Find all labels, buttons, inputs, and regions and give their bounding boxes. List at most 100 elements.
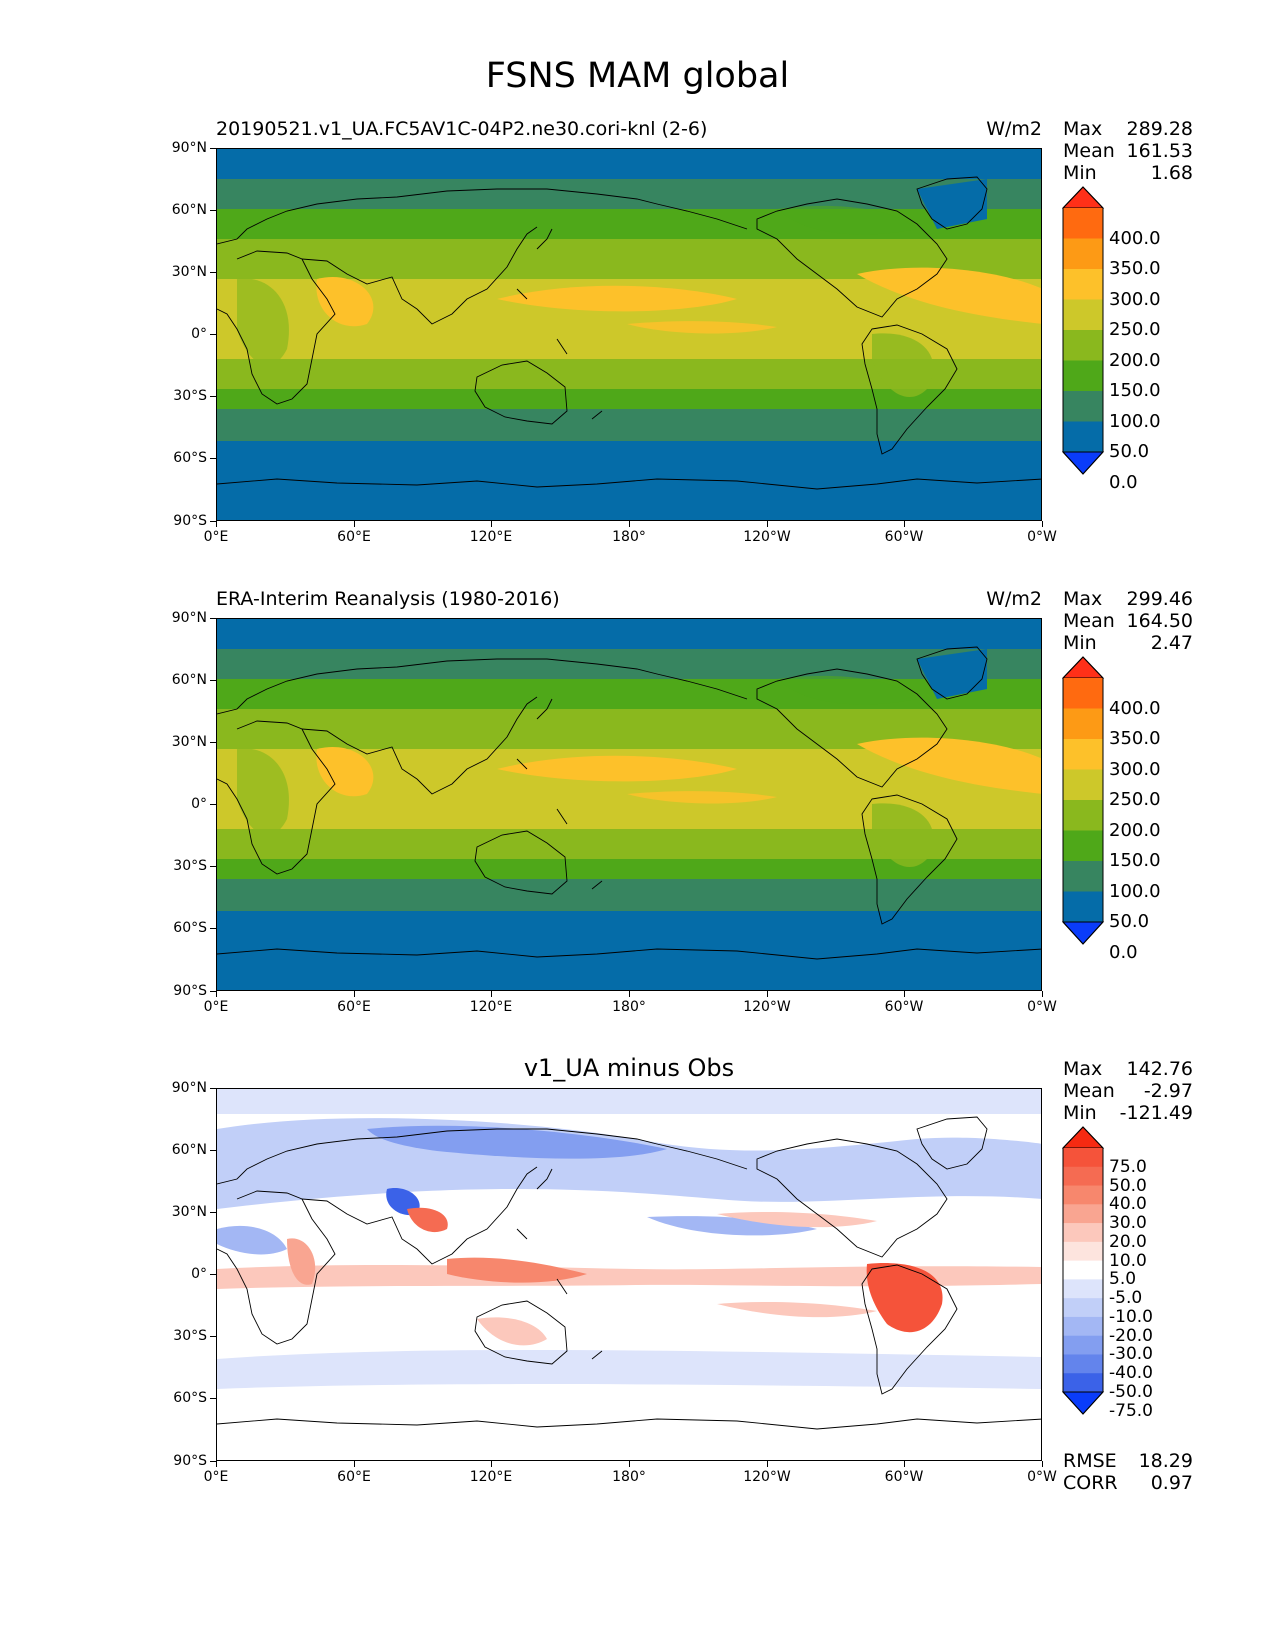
- lat-tick: [210, 1088, 216, 1090]
- lat-tick-label: 60°S: [173, 920, 207, 936]
- map-field: [217, 149, 1041, 520]
- lon-tick-label: 120°E: [469, 999, 513, 1015]
- colorbar-tick-label: 100.0: [1109, 880, 1161, 902]
- coastline: [861, 324, 958, 455]
- stats-box: Max 142.76 Mean -2.97 Min -121.49: [1063, 1058, 1193, 1124]
- colorbar-tick-label: 200.0: [1109, 819, 1161, 841]
- lon-tick: [216, 1461, 218, 1467]
- colorbar-tick-label: 30.0: [1109, 1213, 1147, 1234]
- coastline: [756, 198, 948, 318]
- map-plot: [216, 1088, 1042, 1461]
- lon-tick-label: 120°E: [469, 1469, 513, 1485]
- lon-tick: [767, 1461, 769, 1467]
- lon-tick-label: 60°E: [337, 529, 371, 545]
- coastline: [217, 1190, 336, 1345]
- colorbar-tick-label: -40.0: [1109, 1363, 1153, 1384]
- lat-tick: [210, 1461, 216, 1463]
- colorbar-swatch: [1063, 1373, 1103, 1393]
- colorbar-swatch: [1063, 299, 1103, 331]
- colorbar-tick-label: 5.0: [1109, 1269, 1137, 1290]
- lon-tick: [216, 991, 218, 997]
- coastline: [217, 948, 1041, 960]
- mean-label: Mean: [1063, 1080, 1115, 1102]
- mean-value: 161.53: [1126, 140, 1193, 162]
- coastline: [301, 1166, 538, 1265]
- coastline: [217, 1418, 1041, 1430]
- colorbar-swatch: [1063, 1223, 1103, 1243]
- map-plot: [216, 148, 1042, 521]
- lon-tick-label: 60°W: [884, 1469, 924, 1485]
- coastline: [217, 250, 336, 405]
- colorbar-extend-high: [1062, 1126, 1105, 1149]
- lon-tick-label: 60°W: [884, 529, 924, 545]
- colorbar-extend-high: [1062, 656, 1105, 679]
- max-value: 289.28: [1126, 118, 1193, 140]
- colorbar-tick-label: 150.0: [1109, 380, 1161, 401]
- panel-difference: v1_UA minus Obs Max 142.76 Mean -2.97 Min -…: [0, 1054, 1275, 1498]
- colorbar-swatch: [1063, 330, 1103, 361]
- mean-value: -2.97: [1143, 1080, 1193, 1102]
- coastline: [861, 1264, 958, 1395]
- coastline: [217, 1128, 748, 1185]
- lon-tick: [1042, 1461, 1044, 1467]
- coastline: [217, 188, 748, 245]
- lat-tick: [210, 458, 216, 460]
- colorbar-swatch: [1063, 1279, 1103, 1299]
- colorbar-tick-label: -30.0: [1109, 1344, 1153, 1365]
- lon-tick: [491, 1461, 493, 1467]
- lat-tick-label: 0°: [191, 796, 207, 812]
- lon-tick: [629, 991, 631, 997]
- lon-tick: [354, 991, 356, 997]
- coastline: [474, 360, 568, 425]
- panel-title: v1_UA minus Obs: [523, 1054, 735, 1082]
- lat-tick-label: 90°N: [171, 140, 207, 156]
- colorbar-swatch: [1063, 269, 1103, 300]
- map-field: [217, 619, 1041, 990]
- colorbar-swatch: [1063, 830, 1103, 862]
- panel-title: ERA-Interim Reanalysis (1980-2016): [216, 588, 560, 610]
- colorbar-tick-label: -5.0: [1109, 1288, 1143, 1309]
- max-value: 299.46: [1126, 588, 1193, 610]
- lon-tick-label: 60°W: [884, 999, 924, 1015]
- colorbar-swatch: [1063, 708, 1103, 740]
- colorbar-swatch: [1063, 739, 1103, 770]
- stats-box: Max 289.28 Mean 161.53 Min 1.68: [1063, 118, 1193, 184]
- colorbar-tick-label: 75.0: [1109, 1156, 1147, 1177]
- lon-tick: [904, 521, 906, 527]
- colorbar-swatch: [1063, 238, 1103, 270]
- lon-tick-label: 120°W: [743, 1469, 791, 1485]
- colorbar-tick-label: 100.0: [1109, 410, 1161, 432]
- colorbar-extend-low: [1062, 451, 1105, 475]
- min-label: Min: [1063, 1102, 1097, 1124]
- lon-tick-label: 60°E: [337, 999, 371, 1015]
- colorbar-swatch: [1063, 391, 1103, 422]
- lat-tick: [210, 618, 216, 620]
- rmse-label: RMSE: [1063, 1450, 1117, 1472]
- colorbar-swatch: [1063, 1335, 1103, 1355]
- colorbar-tick-label: 200.0: [1109, 349, 1161, 371]
- lon-tick-label: 120°W: [743, 529, 791, 545]
- mean-label: Mean: [1063, 140, 1115, 162]
- colorbar-tick-label: 10.0: [1109, 1250, 1147, 1271]
- colorbar-swatch: [1063, 421, 1103, 453]
- lon-tick-label: 0°W: [1027, 529, 1057, 545]
- lon-tick: [904, 991, 906, 997]
- panel-units: W/m2: [986, 118, 1042, 140]
- lat-tick: [210, 1150, 216, 1152]
- colorbar-tick-label: 250.0: [1109, 319, 1161, 340]
- coastline: [474, 830, 568, 895]
- colorbar-tick-label: 400.0: [1109, 697, 1161, 719]
- lat-tick: [210, 866, 216, 868]
- panel-observations: ERA-Interim Reanalysis (1980-2016) W/m2 …: [0, 588, 1275, 1028]
- lon-tick: [629, 1461, 631, 1467]
- min-value: 2.47: [1150, 632, 1193, 654]
- lat-tick-label: 0°: [191, 326, 207, 342]
- lon-tick-label: 0°E: [203, 1469, 229, 1485]
- lat-tick-label: 90°N: [171, 610, 207, 626]
- map-plot: [216, 618, 1042, 991]
- lon-tick-label: 0°E: [203, 529, 229, 545]
- min-label: Min: [1063, 162, 1097, 184]
- lon-tick: [1042, 521, 1044, 527]
- panel-units: W/m2: [986, 588, 1042, 610]
- colorbar-tick-label: 250.0: [1109, 789, 1161, 810]
